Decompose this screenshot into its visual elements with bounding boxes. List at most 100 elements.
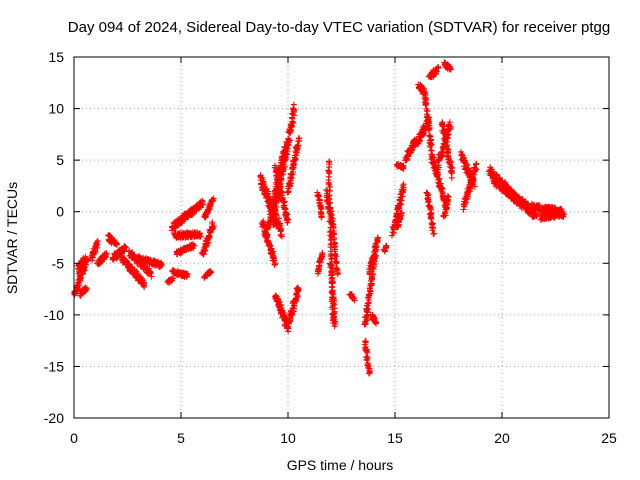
y-tick-label: -5 [52,255,65,271]
data-point [207,269,214,276]
data-point [271,261,278,268]
series-arc-28 [314,189,325,221]
series-arc-38 [367,311,380,327]
data-point [383,242,390,249]
series-arc-16 [173,241,198,258]
series-arc-03 [76,253,91,279]
data-point [210,223,217,230]
data-point [276,221,283,228]
data-point [365,370,372,377]
series-arc-53 [441,59,454,73]
data-point [178,220,185,227]
data-point [363,356,370,363]
data-point [350,295,357,302]
data-point [291,107,298,114]
y-tick-label: 0 [56,204,64,220]
series-arc-26 [284,284,302,332]
data-point [285,216,292,223]
data-point [365,305,372,312]
series-arc-47 [423,189,438,237]
series-arc-32 [326,260,339,330]
data-point [364,302,371,309]
data-point [264,190,271,197]
data-point [319,249,326,256]
data-point [328,284,335,291]
y-tick-label: -20 [44,410,64,426]
data-point [199,197,206,204]
data-point [328,256,335,263]
series-arc-42 [393,160,407,172]
series-arc-09 [117,252,148,291]
y-tick-label: 5 [56,152,64,168]
data-point [147,268,154,275]
data-point [209,196,216,203]
data-point [261,181,268,188]
data-point [102,254,109,261]
data-point [269,251,276,258]
data-point [290,308,297,315]
series-arc-17 [198,219,217,258]
data-point [276,182,283,189]
data-point [83,286,90,293]
series-arc-13 [169,267,191,281]
series-arc-46 [421,90,435,154]
data-point [199,198,206,205]
x-tick-label: 5 [177,430,185,446]
data-point [284,145,291,152]
data-point [287,318,294,325]
data-point [399,164,406,171]
x-axis-label: GPS time / hours [287,457,394,473]
x-tick-label: 25 [601,430,617,446]
series-arc-34 [346,290,358,304]
data-point [366,293,373,300]
data-point [103,250,110,257]
data-point [326,200,333,207]
x-tick-label: 15 [387,430,403,446]
data-point [271,221,278,228]
data-point [282,212,289,219]
x-tick-label: 20 [494,430,510,446]
data-point [366,269,373,276]
data-point [281,163,288,170]
data-points [71,59,568,377]
data-point [400,184,407,191]
chart-title: Day 094 of 2024, Sidereal Day-to-day VTE… [68,19,610,36]
series-arc-43 [402,136,420,164]
series-arc-04 [77,284,90,299]
data-point [373,319,380,326]
data-point [82,253,89,260]
y-tick-label: -10 [44,307,64,323]
data-point [158,260,165,267]
series-arc-19 [201,195,217,221]
data-point [113,240,120,247]
series-arc-05 [87,237,101,264]
data-point [284,219,291,226]
series-arc-08 [109,243,129,263]
data-point [76,282,83,289]
data-point [327,264,334,271]
series-arc-41 [394,209,405,231]
series-arc-07 [105,231,121,248]
data-point [333,260,340,267]
data-point [290,120,297,127]
y-tick-label: -15 [44,358,64,374]
data-point [329,280,336,287]
data-point [284,323,291,330]
data-point [367,287,374,294]
data-point [264,231,271,238]
data-point [327,210,334,217]
series-arc-18 [201,267,214,281]
data-point [281,206,288,213]
data-point [290,101,297,108]
series-arc-14 [168,197,206,234]
grid-lines [74,57,609,418]
data-point [272,208,279,215]
data-point [327,244,334,251]
data-point [196,231,203,238]
data-point [271,214,278,221]
data-point [209,219,216,226]
data-point [318,213,325,220]
data-point [334,271,341,278]
data-point [289,312,296,319]
